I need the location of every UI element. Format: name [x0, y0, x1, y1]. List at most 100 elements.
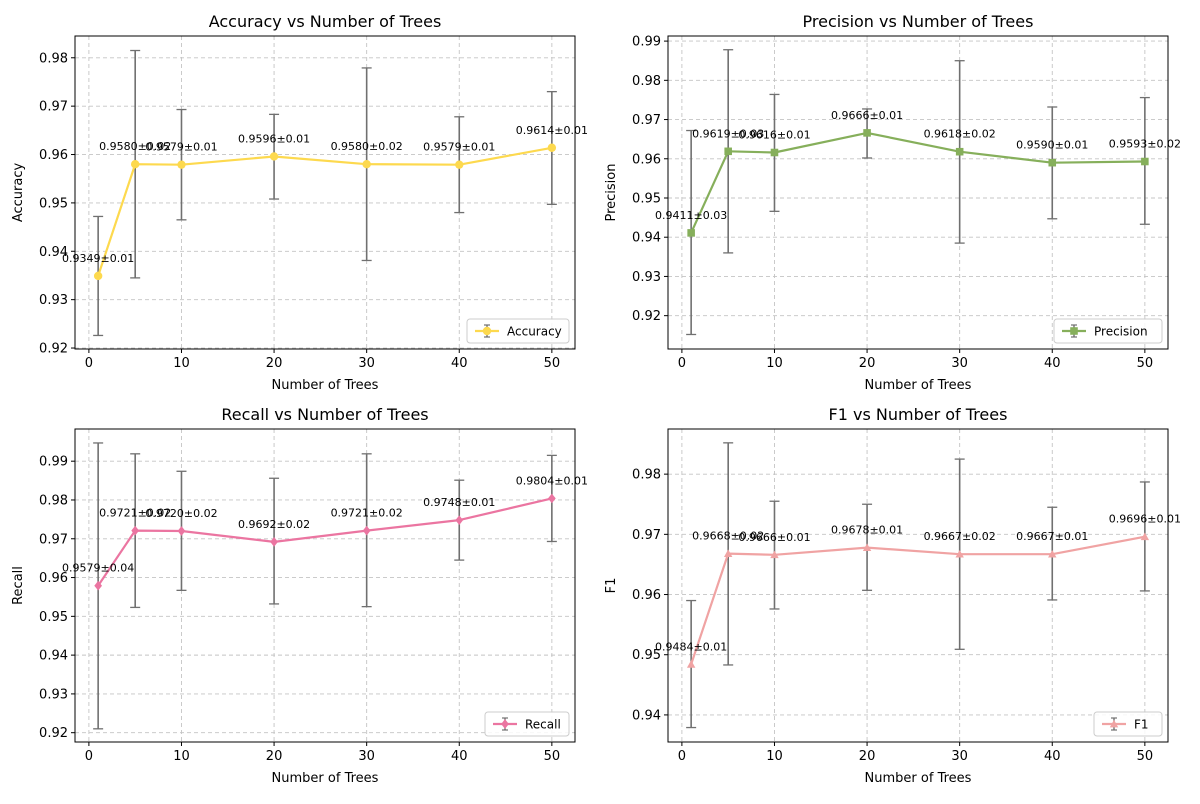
y-tick-label: 0.94: [39, 649, 68, 664]
legend: Accuracy: [466, 318, 570, 344]
y-tick-label: 0.98: [632, 468, 661, 483]
data-point: [547, 143, 557, 152]
data-label: 0.9593±0.02: [1109, 138, 1181, 151]
y-tick-label: 0.99: [39, 455, 68, 470]
data-point: [687, 229, 695, 237]
legend-label: Recall: [525, 718, 561, 732]
markers: [94, 493, 556, 591]
data-label: 0.9614±0.01: [516, 124, 588, 137]
chart-panel-precision: Precision vs Number of Trees0.9411±0.030…: [604, 12, 1181, 393]
data-point: [1140, 532, 1150, 541]
chart-panel-accuracy: Accuracy vs Number of Trees0.9349±0.010.…: [11, 12, 588, 393]
legend-marker: [482, 326, 492, 336]
data-label: 0.9667±0.02: [924, 530, 996, 543]
axes-frame: [667, 428, 1169, 743]
y-tick-label: 0.96: [632, 152, 661, 167]
legend-marker: [1109, 719, 1119, 728]
data-labels: 0.9579±0.040.9721±0.020.9720±0.020.9692±…: [62, 474, 588, 574]
x-tick-label: 0: [678, 356, 686, 371]
x-tick-label: 20: [859, 356, 876, 371]
data-label: 0.9616±0.01: [738, 128, 810, 141]
data-label: 0.9696±0.01: [1109, 513, 1181, 526]
data-labels: 0.9411±0.03 0.9619±0.030.9616±0.01 0.9666±…: [655, 109, 1181, 222]
x-axis-label: Number of Trees: [272, 378, 379, 393]
data-label: 0.9678±0.01: [831, 524, 903, 537]
x-tick-label: 50: [544, 356, 561, 371]
data-point: [177, 526, 186, 536]
x-tick-label: 30: [358, 749, 375, 764]
x-tick-label: 0: [85, 749, 93, 764]
x-tick-label: 40: [451, 356, 468, 371]
chart-title: Precision vs Number of Trees: [803, 12, 1034, 31]
data-label: 0.9484±0.01: [655, 640, 727, 653]
data-label: 0.9411±0.03: [655, 209, 727, 222]
markers: [686, 532, 1150, 668]
data-point: [1048, 550, 1057, 558]
data-label: 0.9579±0.01: [145, 141, 217, 154]
x-tick-label: 40: [1044, 749, 1061, 764]
data-point: [455, 160, 464, 169]
data-label: 0.9721±0.02: [99, 507, 171, 520]
data-label: 0.9668±0.02: [692, 530, 764, 543]
x-tick-label: 10: [173, 749, 190, 764]
x-tick-label: 50: [544, 749, 561, 764]
y-tick-label: 0.94: [632, 708, 661, 723]
x-tick-label: 40: [1044, 356, 1061, 371]
chart-panel-f1: F1 vs Number of Trees 0.9484±0.01 0.9668±0…: [604, 405, 1181, 786]
data-point: [686, 660, 696, 668]
y-axis: 0.92 0.93 0.94 0.95 0.96 0.97 0.98 0.99: [632, 35, 668, 324]
legend-box: [466, 318, 570, 344]
x-axis: 0 10 20 30 40 50: [85, 349, 560, 371]
y-tick-label: 0.98: [39, 493, 68, 508]
x-tick-label: 10: [766, 356, 783, 371]
legend: Recall: [484, 711, 570, 737]
data-point: [362, 159, 371, 169]
y-tick-label: 0.92: [39, 726, 68, 741]
y-tick-label: 0.94: [632, 231, 661, 246]
data-point: [1048, 158, 1057, 167]
data-label: 0.9720±0.02: [145, 507, 217, 520]
y-tick-label: 0.95: [39, 196, 68, 211]
x-axis-label: Number of Trees: [865, 771, 972, 786]
legend-box: [1053, 318, 1163, 344]
y-tick-label: 0.93: [632, 270, 661, 285]
data-label: 0.9666±0.01: [831, 109, 903, 122]
legend-marker: [501, 719, 509, 729]
axes-frame: [74, 35, 576, 350]
data-label: 0.9579±0.01: [423, 141, 495, 154]
data-label: 0.9619±0.03: [692, 127, 764, 140]
x-tick-label: 50: [1137, 356, 1154, 371]
data-label: 0.9666±0.01: [738, 531, 810, 544]
x-tick-label: 20: [859, 749, 876, 764]
y-tick-label: 0.97: [39, 100, 68, 115]
y-axis-label: F1: [604, 578, 619, 594]
y-tick-label: 0.92: [632, 309, 661, 324]
data-point: [862, 543, 872, 551]
data-label: 0.9618±0.02: [924, 128, 996, 141]
data-point: [770, 148, 779, 157]
data-label: 0.9692±0.02: [238, 518, 310, 531]
data-label: 0.9721±0.02: [331, 507, 403, 520]
y-axis-label: Recall: [11, 566, 26, 605]
y-tick-label: 0.98: [39, 51, 68, 66]
data-point: [269, 152, 279, 161]
x-axis-label: Number of Trees: [865, 378, 972, 393]
data-label: 0.9804±0.01: [516, 474, 588, 487]
data-labels: 0.9349±0.010.9580±0.020.9579±0.010.9596±…: [62, 124, 588, 265]
legend: Precision: [1053, 318, 1163, 344]
x-tick-label: 30: [951, 356, 968, 371]
y-axis: 0.92 0.93 0.94 0.95 0.96 0.97 0.98 0.99: [39, 455, 75, 741]
y-tick-label: 0.92: [39, 342, 68, 357]
y-tick-label: 0.97: [632, 528, 661, 543]
data-label: 0.9580±0.02: [99, 140, 171, 153]
axes-frame: [667, 35, 1169, 350]
x-tick-label: 40: [451, 749, 468, 764]
x-tick-label: 10: [173, 356, 190, 371]
y-tick-label: 0.94: [39, 245, 68, 260]
x-tick-label: 0: [85, 356, 93, 371]
data-label: 0.9748±0.01: [423, 496, 495, 509]
chart-title: F1 vs Number of Trees: [829, 405, 1008, 424]
markers: [687, 129, 1149, 237]
